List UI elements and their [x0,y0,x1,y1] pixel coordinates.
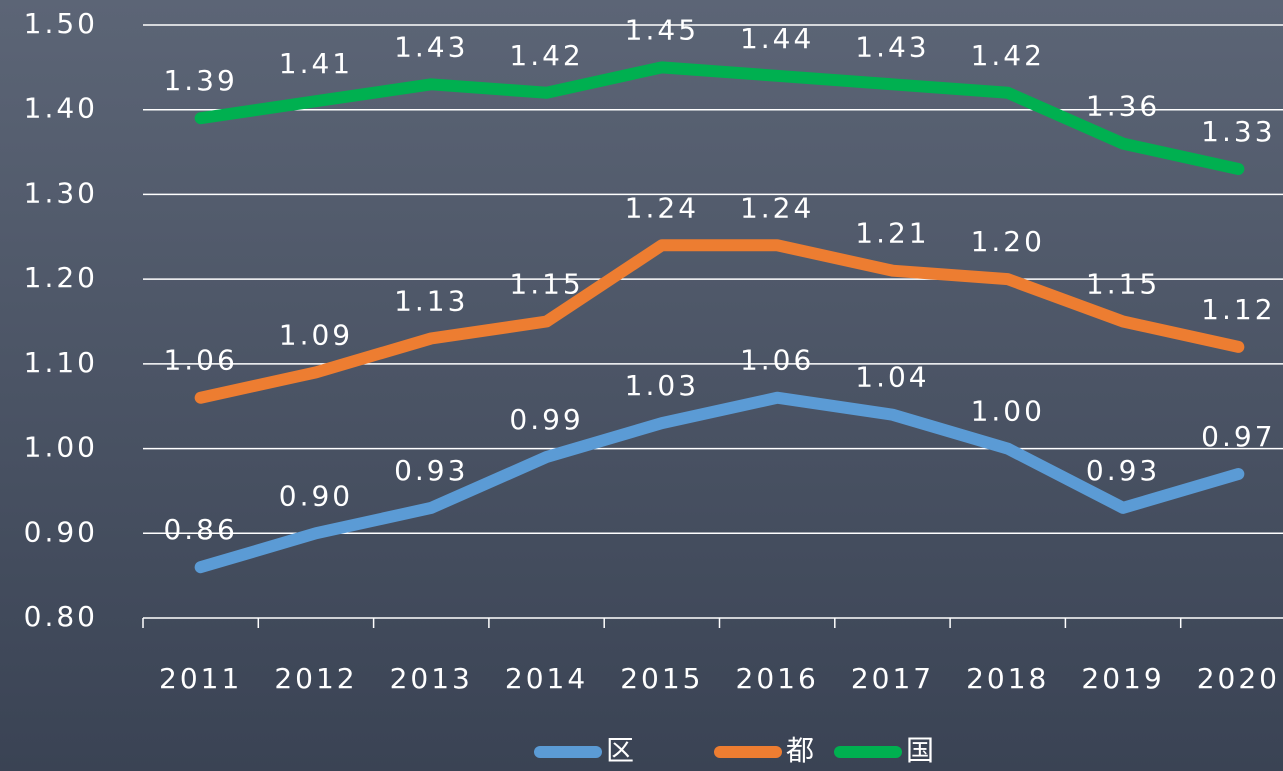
x-tick-label: 2018 [966,662,1049,695]
data-label: 1.24 [740,191,814,224]
data-label: 1.42 [971,39,1045,72]
data-label: 1.43 [855,30,929,63]
x-tick-label: 2012 [274,662,357,695]
x-tick-label: 2013 [390,662,473,695]
data-label: 0.93 [1086,454,1160,487]
legend-label: 国 [906,734,937,767]
series-line [194,391,1245,574]
x-tick-label: 2020 [1197,662,1280,695]
series-line [194,239,1245,404]
x-tick-label: 2011 [159,662,242,695]
data-label: 0.86 [163,513,237,546]
series-line [194,61,1245,176]
y-tick-label: 1.50 [24,7,98,40]
data-label: 0.90 [279,479,353,512]
data-label: 1.39 [163,64,237,97]
y-tick-label: 0.90 [24,515,98,548]
data-label: 1.45 [625,13,699,46]
data-label: 1.42 [509,39,583,72]
y-tick-label: 1.30 [24,176,98,209]
legend-label: 都 [786,734,817,767]
data-label: 1.12 [1201,293,1275,326]
data-label: 1.15 [509,268,583,301]
data-label: 1.24 [625,191,699,224]
data-label: 1.36 [1086,90,1160,123]
x-tick-label: 2015 [620,662,703,695]
data-label: 1.44 [740,22,814,55]
data-label: 1.15 [1086,268,1160,301]
y-tick-label: 1.40 [24,92,98,125]
data-label: 0.99 [509,403,583,436]
x-tick-label: 2017 [851,662,934,695]
data-label: 0.93 [394,454,468,487]
data-label: 1.03 [625,369,699,402]
data-label: 1.13 [394,284,468,317]
data-label: 1.21 [855,217,929,250]
data-label: 1.06 [740,344,814,377]
data-label: 1.04 [855,361,929,394]
data-label: 1.20 [971,225,1045,258]
x-tick-label: 2019 [1081,662,1164,695]
data-label: 1.09 [279,318,353,351]
y-tick-label: 1.10 [24,346,98,379]
data-label: 1.41 [279,47,353,80]
data-label: 1.43 [394,30,468,63]
data-label: 1.33 [1201,115,1275,148]
x-tick-label: 2014 [505,662,588,695]
data-label: 1.06 [163,344,237,377]
x-tick-label: 2016 [736,662,819,695]
data-label: 1.00 [971,395,1045,428]
y-tick-label: 1.00 [24,431,98,464]
legend-label: 区 [606,734,637,767]
y-tick-label: 0.80 [24,600,98,633]
data-label: 0.97 [1201,420,1275,453]
y-tick-label: 1.20 [24,261,98,294]
